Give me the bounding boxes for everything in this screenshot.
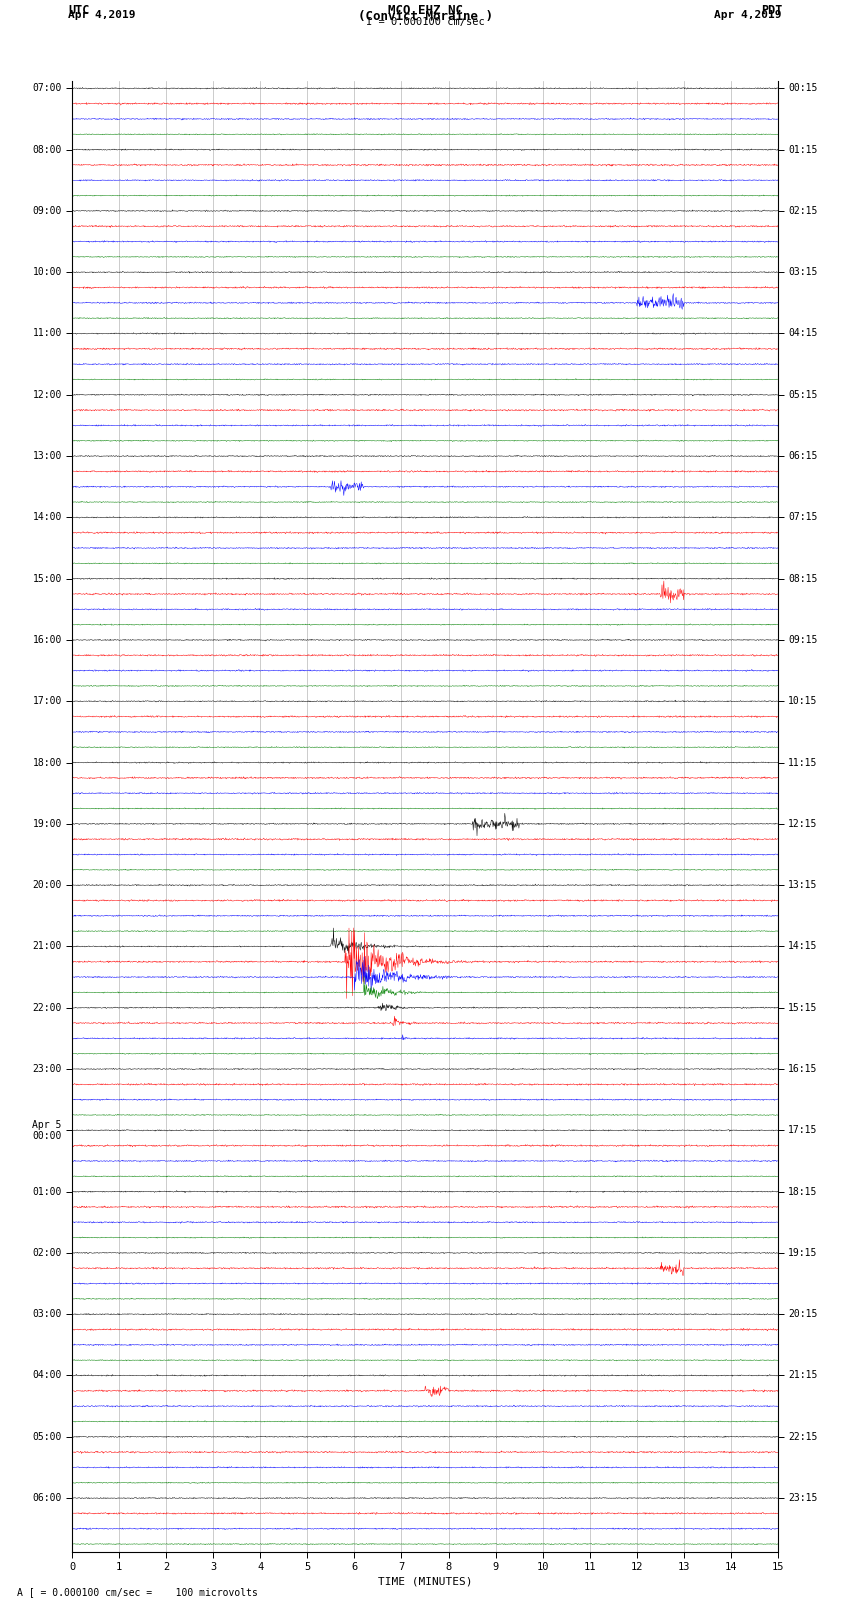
Text: Apr 4,2019: Apr 4,2019 xyxy=(68,11,135,21)
Text: I = 0.000100 cm/sec: I = 0.000100 cm/sec xyxy=(366,18,484,27)
Text: MCO EHZ NC: MCO EHZ NC xyxy=(388,5,462,18)
X-axis label: TIME (MINUTES): TIME (MINUTES) xyxy=(377,1576,473,1586)
Text: UTC: UTC xyxy=(68,5,89,18)
Text: PDT: PDT xyxy=(761,5,782,18)
Text: (Convict Moraine ): (Convict Moraine ) xyxy=(358,11,492,24)
Text: A [ = 0.000100 cm/sec =    100 microvolts: A [ = 0.000100 cm/sec = 100 microvolts xyxy=(17,1587,258,1597)
Text: Apr 4,2019: Apr 4,2019 xyxy=(715,11,782,21)
